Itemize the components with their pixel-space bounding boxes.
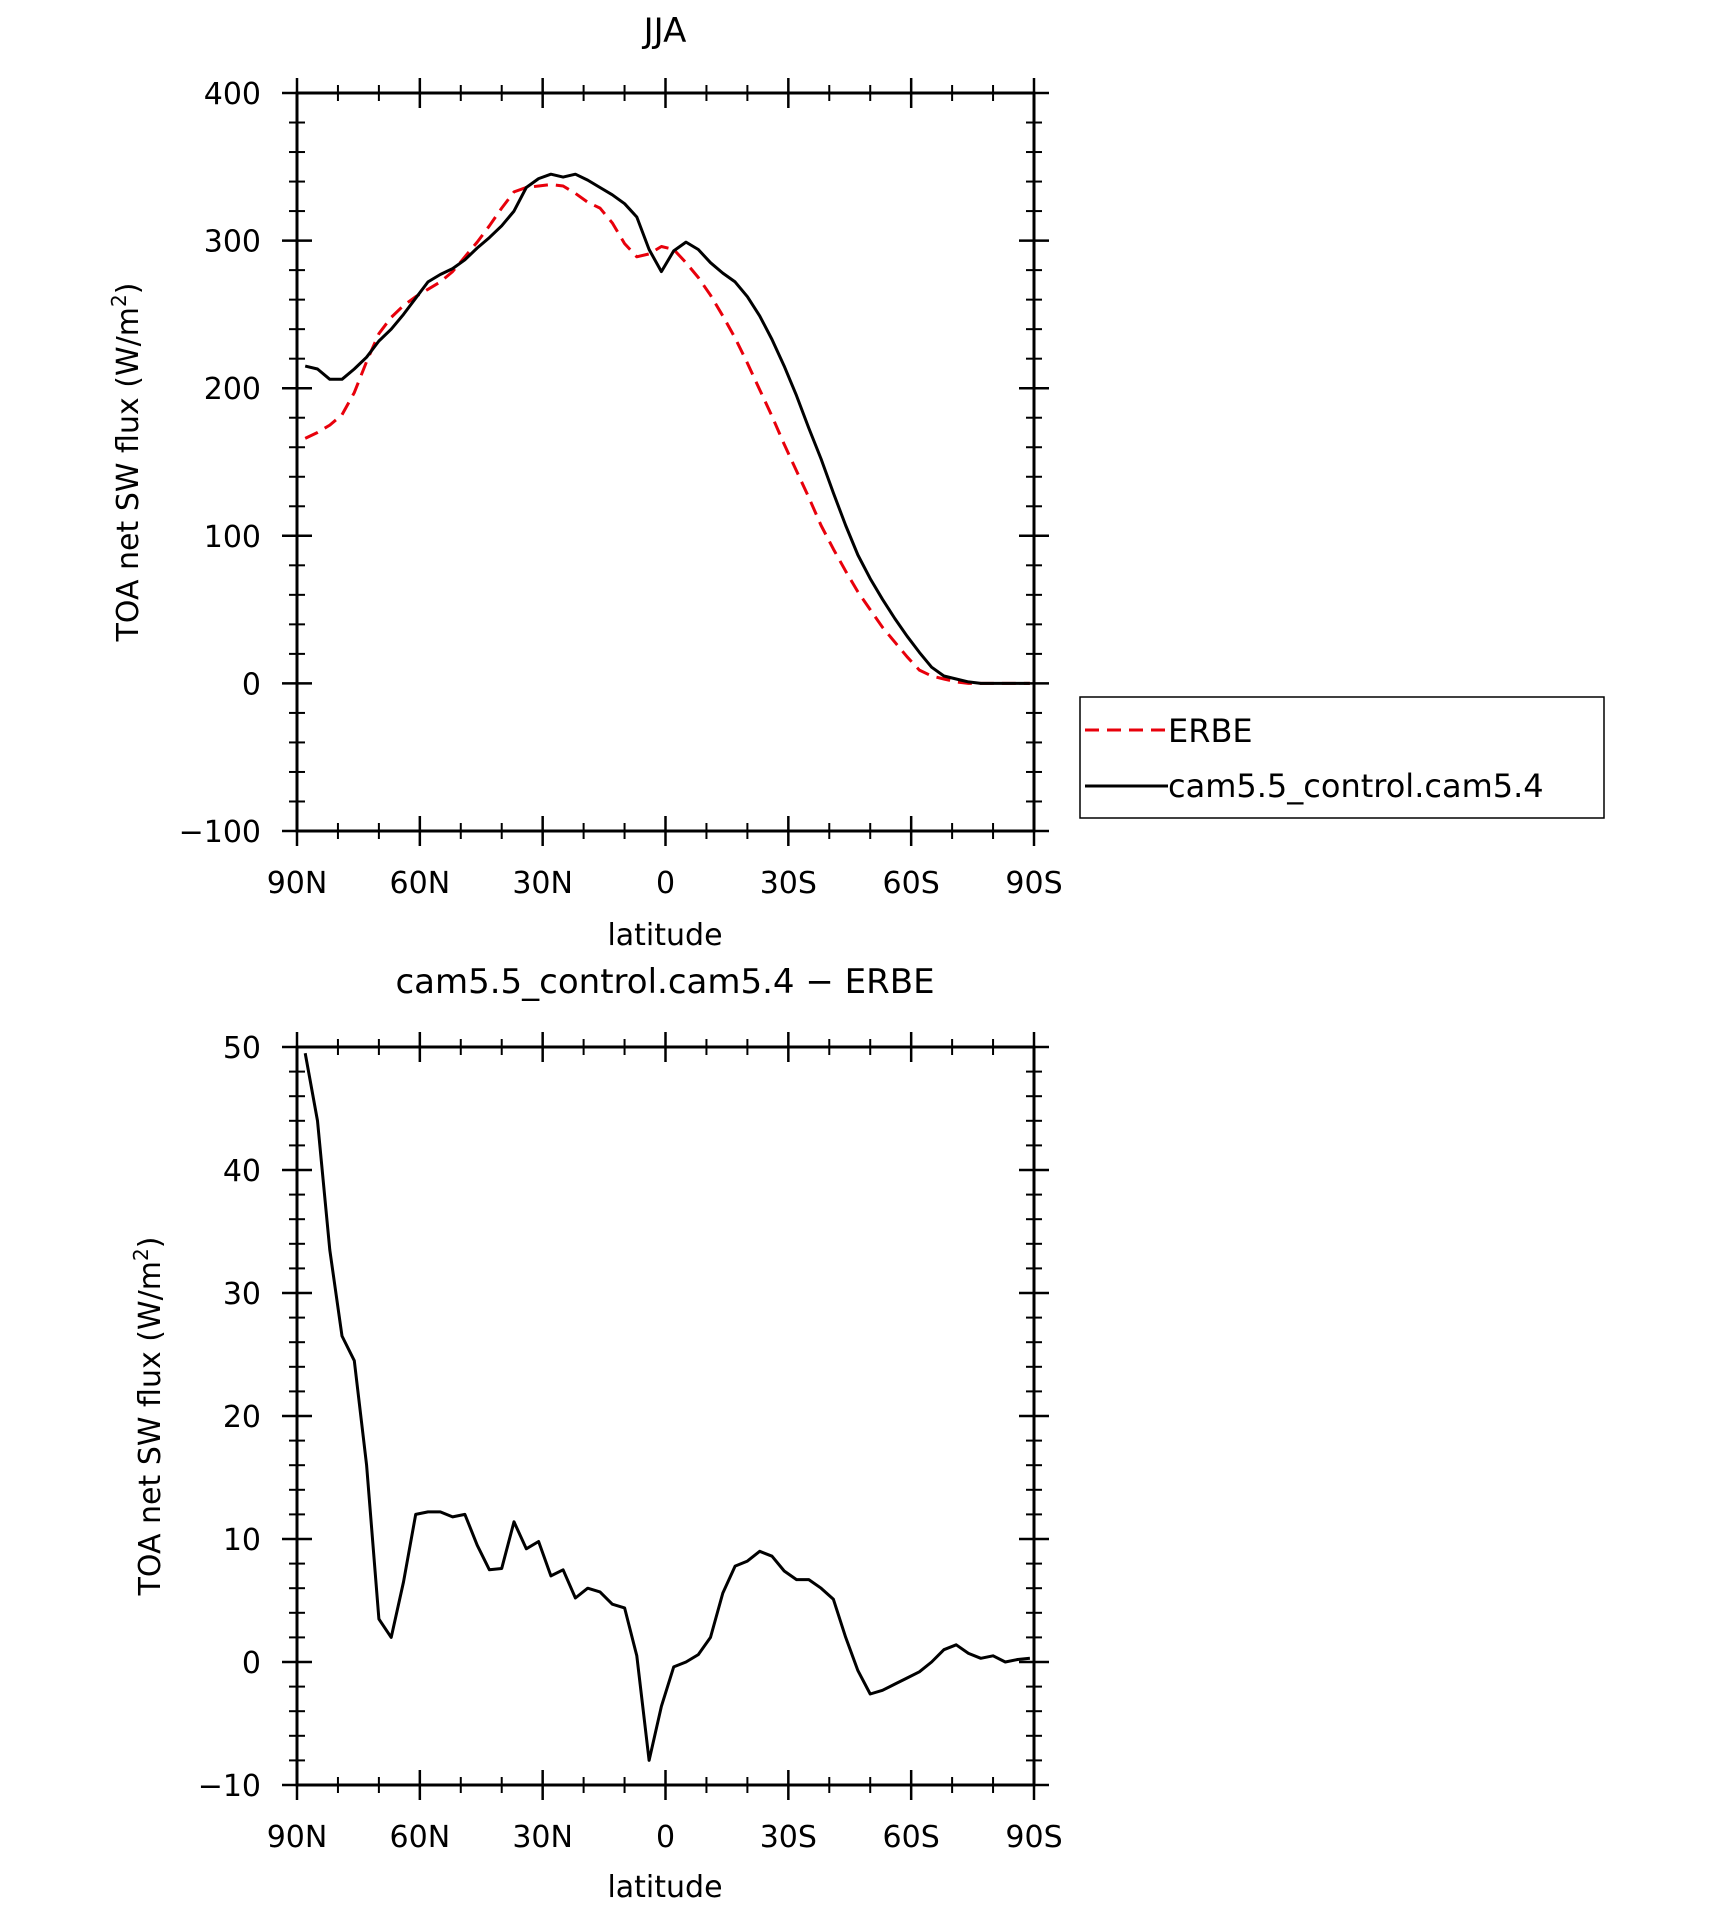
bottom-y-axis-title: TOA net SW flux (W/m2) [129,1237,168,1597]
y-tick-label: 30 [223,1277,261,1312]
x-tick-label: 90S [1005,866,1062,901]
x-tick-label: 60N [390,866,451,901]
x-tick-label: 60N [390,1820,451,1855]
x-tick-label: 60S [883,1820,940,1855]
legend: ERBE cam5.5_control.cam5.4 [1079,696,1605,819]
x-tick-label: 30S [760,866,817,901]
y-tick-label: 50 [223,1031,261,1066]
y-tick-label: 0 [242,667,261,702]
y-tick-label: −10 [198,1769,261,1804]
top-series-lines [304,172,1030,685]
x-tick-label: 0 [656,1820,675,1855]
legend-label-cam: cam5.5_control.cam5.4 [1168,767,1544,805]
y-tick-label: 300 [204,225,261,260]
top-x-axis-title: latitude [607,918,722,953]
y-tick-label: −100 [179,815,261,850]
x-tick-label: 90S [1005,1820,1062,1855]
bottom-panel: cam5.5_control.cam5.4 − ERBE −10 0 10 20 30 4… [129,962,1063,1905]
x-tick-label: 30N [512,866,573,901]
top-y-axis-title: TOA net SW flux (W/m2) [107,283,146,643]
series-line-difference [303,1052,1031,1762]
y-tick-label: 40 [223,1154,261,1189]
x-tick-label: 90N [267,1820,328,1855]
y-tick-label: 200 [204,372,261,407]
top-tick-marks [282,78,1049,846]
bottom-series-lines [303,1052,1031,1762]
bottom-tick-marks [282,1032,1049,1800]
bottom-x-axis-title: latitude [607,1870,722,1905]
x-tick-label: 0 [656,866,675,901]
y-tick-label: 10 [223,1523,261,1558]
x-tick-label: 30S [760,1820,817,1855]
x-tick-label: 90N [267,866,328,901]
top-x-tick-labels: 90N 60N 30N 0 30S 60S 90S [267,866,1063,901]
series-line-erbe [304,183,1030,685]
bottom-y-tick-labels: −10 0 10 20 30 40 50 [198,1031,261,1804]
y-tick-label: 0 [242,1646,261,1681]
y-tick-label: 20 [223,1400,261,1435]
legend-label-erbe: ERBE [1168,712,1253,750]
top-y-tick-labels: −100 0 100 200 300 400 [179,77,261,850]
legend-box [1079,696,1605,819]
top-panel-title: JJA [642,11,687,51]
bottom-plot-frame [295,1045,1036,1787]
x-tick-label: 30N [512,1820,573,1855]
y-tick-label: 400 [204,77,261,112]
y-tick-label: 100 [204,520,261,555]
x-tick-label: 60S [883,866,940,901]
bottom-x-tick-labels: 90N 60N 30N 0 30S 60S 90S [267,1820,1063,1855]
series-line-cam5-5-control-cam5-4 [304,172,1030,685]
bottom-panel-title: cam5.5_control.cam5.4 − ERBE [395,962,934,1002]
top-plot-frame [295,91,1036,833]
